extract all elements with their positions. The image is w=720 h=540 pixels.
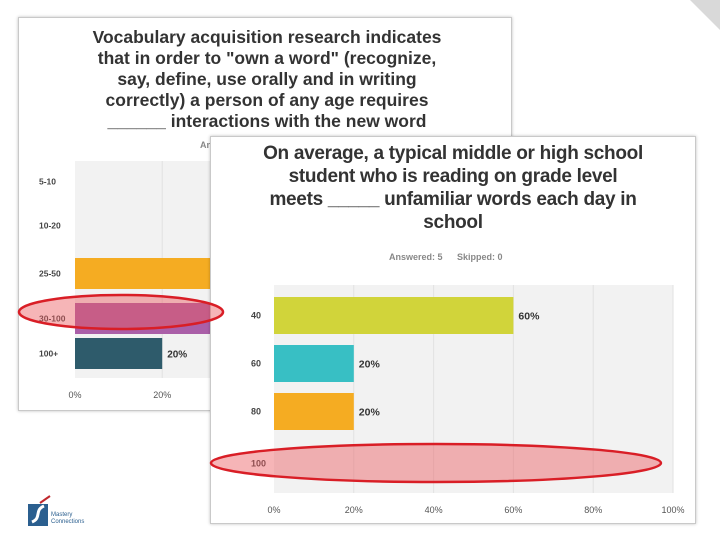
company-logo: Mastery Connections xyxy=(28,495,84,526)
corner-fold-shape xyxy=(690,0,720,30)
category-label: 5-10 xyxy=(39,177,56,187)
front-question-title: On average, a typical middle or high sch… xyxy=(263,143,643,233)
data-label: 60% xyxy=(518,311,540,323)
logo-text-line1: Mastery xyxy=(51,512,72,518)
skipped-count: Skipped: 0 xyxy=(457,252,503,262)
category-label: 60 xyxy=(251,359,261,369)
category-label: 10-20 xyxy=(39,221,61,231)
logo-mark-swoosh xyxy=(31,504,45,524)
data-label: 20% xyxy=(359,407,381,419)
x-tick-label: 40% xyxy=(425,505,443,515)
category-label: 30-100 xyxy=(39,314,66,324)
back-answered-text: An xyxy=(200,140,212,150)
category-label: 40 xyxy=(251,311,261,321)
x-tick-label: 0% xyxy=(267,505,280,515)
category-label: 100 xyxy=(251,459,266,469)
category-label: 25-50 xyxy=(39,269,61,279)
category-label: 100+ xyxy=(39,349,58,359)
front-bar-chart: 0% 20% 40% 60% 80% 100% 40 60% 60 20% 80 20% 100 xyxy=(251,285,685,515)
front-survey-card: On average, a typical middle or high sch… xyxy=(210,136,696,524)
data-label: 20% xyxy=(167,350,187,361)
x-tick-label: 100% xyxy=(661,505,684,515)
answered-count: Answered: 5 xyxy=(389,252,443,262)
data-label: 20% xyxy=(359,359,381,371)
back-question-title: Vocabulary acquisition research indicate… xyxy=(92,27,442,131)
bar xyxy=(274,345,354,382)
bar xyxy=(274,393,354,430)
x-tick-label: 20% xyxy=(345,505,363,515)
bar xyxy=(274,297,514,334)
x-tick-label: 80% xyxy=(584,505,602,515)
logo-mark-accent xyxy=(39,495,51,504)
x-tick-label: 60% xyxy=(504,505,522,515)
logo-text-line2: Connections xyxy=(51,519,84,525)
bar xyxy=(75,338,163,369)
x-tick-label: 20% xyxy=(153,390,171,400)
category-label: 80 xyxy=(251,407,261,417)
x-tick-label: 0% xyxy=(68,390,81,400)
